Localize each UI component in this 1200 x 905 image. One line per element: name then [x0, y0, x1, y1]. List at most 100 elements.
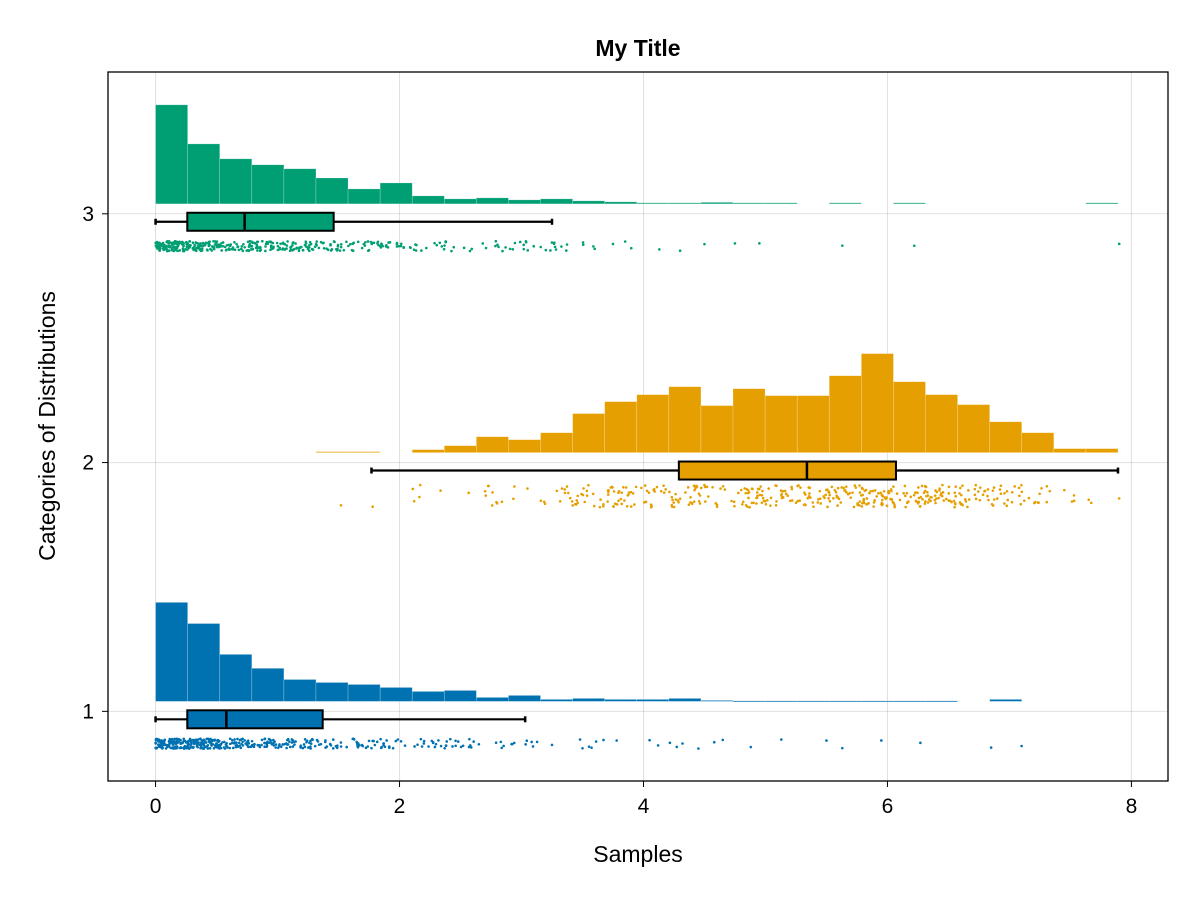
scatter-point — [249, 745, 252, 748]
scatter-point — [300, 245, 303, 249]
scatter-point — [175, 737, 179, 741]
scatter-point — [920, 484, 924, 488]
scatter-point — [437, 739, 440, 742]
scatter-point — [173, 239, 177, 243]
scatter-point — [241, 249, 245, 253]
scatter-point — [542, 500, 546, 504]
scatter-point — [653, 490, 656, 493]
scatter-point — [566, 491, 570, 495]
scatter-point — [370, 746, 373, 750]
scatter-point — [399, 242, 403, 246]
scatter-point — [877, 492, 880, 495]
scatter-point — [583, 500, 587, 504]
scatter-point — [301, 746, 305, 750]
scatter-point — [385, 739, 388, 742]
scatter-point — [512, 741, 516, 745]
scatter-point — [732, 500, 736, 504]
scatter-point — [171, 743, 175, 746]
scatter-point — [659, 489, 663, 493]
scatter-point — [191, 246, 195, 250]
scatter-point — [373, 743, 377, 747]
scatter-point — [235, 741, 238, 745]
scatter-point — [289, 245, 293, 249]
scatter-point — [843, 489, 847, 492]
scatter-point — [947, 492, 951, 495]
scatter-point — [236, 737, 239, 741]
scatter-point — [1020, 744, 1023, 748]
histogram-bar — [700, 405, 734, 453]
scatter-point — [715, 503, 719, 507]
scatter-point — [568, 496, 572, 500]
scatter-point — [845, 485, 848, 488]
scatter-point — [309, 739, 312, 743]
scatter-point — [331, 747, 335, 750]
scatter-point — [959, 486, 962, 490]
scatter-point — [1045, 500, 1049, 504]
scatter-point — [929, 495, 932, 499]
scatter-point — [330, 248, 334, 251]
histogram-bar — [893, 381, 926, 453]
scatter-point — [794, 501, 798, 505]
histogram-bar — [219, 158, 253, 205]
scatter-point — [898, 498, 902, 502]
scatter-point — [274, 743, 278, 746]
scatter-point — [733, 504, 736, 508]
scatter-point — [512, 497, 515, 501]
scatter-point — [671, 498, 674, 502]
scatter-point — [382, 743, 385, 747]
scatter-point — [912, 493, 916, 497]
scatter-point — [697, 747, 700, 750]
scatter-point — [974, 497, 978, 501]
x-tick-label: 0 — [150, 795, 162, 818]
scatter-point — [491, 491, 494, 494]
scatter-point — [699, 486, 703, 490]
scatter-point — [372, 739, 376, 743]
scatter-point — [190, 739, 193, 743]
scatter-point — [575, 499, 579, 502]
scatter-point — [496, 243, 499, 247]
scatter-point — [593, 247, 596, 251]
scatter-point — [395, 245, 399, 248]
scatter-point — [378, 244, 382, 248]
scatter-point — [227, 247, 231, 250]
histogram-bar — [1085, 202, 1119, 205]
scatter-point — [953, 505, 956, 509]
scatter-point — [510, 742, 514, 746]
scatter-point — [865, 497, 869, 500]
scatter-point — [216, 744, 220, 747]
scatter-point — [790, 485, 793, 489]
scatter-point — [565, 243, 569, 246]
histogram-bar — [668, 202, 702, 205]
scatter-point — [672, 501, 675, 504]
histogram-bar — [315, 451, 349, 453]
scatter-point — [220, 249, 224, 252]
scatter-point — [560, 245, 563, 248]
scatter-point — [267, 737, 271, 741]
histogram-bar — [572, 200, 605, 205]
scatter-point — [703, 485, 707, 489]
scatter-point — [172, 746, 175, 750]
scatter-point — [288, 249, 292, 253]
scatter-point — [223, 747, 227, 750]
box — [186, 709, 324, 730]
histogram-bar — [347, 451, 381, 453]
scatter-point — [381, 244, 385, 248]
scatter-point — [670, 505, 674, 508]
histogram-bar — [668, 386, 702, 453]
scatter-point — [674, 492, 677, 496]
scatter-point — [804, 493, 807, 496]
scatter-point — [790, 499, 794, 502]
histogram-bar — [764, 395, 798, 453]
scatter-point — [834, 490, 838, 494]
scatter-point — [191, 241, 195, 245]
scatter-point — [317, 246, 321, 250]
scatter-point — [399, 740, 403, 743]
scatter-point — [904, 494, 907, 498]
scatter-point — [808, 492, 811, 495]
scatter-point — [176, 244, 180, 248]
scatter-point — [592, 245, 595, 248]
scatter-point — [339, 745, 343, 748]
scatter-point — [958, 501, 962, 504]
scatter-point — [826, 505, 829, 509]
scatter-point — [243, 245, 246, 249]
